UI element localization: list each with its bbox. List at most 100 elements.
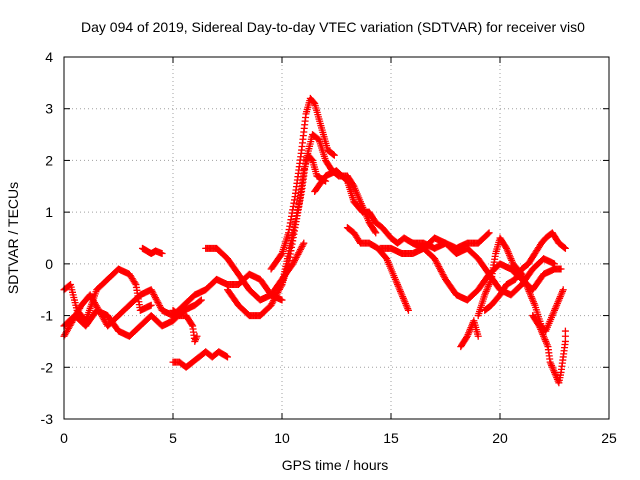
data-point-marker — [295, 249, 303, 257]
data-point-marker — [485, 229, 493, 237]
data-point-marker — [291, 255, 299, 263]
data-point-marker — [267, 301, 275, 309]
data-point-marker — [293, 252, 301, 260]
series-s8 — [224, 151, 330, 320]
data-point-marker — [147, 301, 155, 309]
x-tick-label: 15 — [383, 430, 399, 446]
data-series-group — [60, 94, 569, 387]
chart-title: Day 094 of 2019, Sidereal Day-to-day VTE… — [81, 19, 585, 35]
data-point-marker — [440, 272, 448, 280]
grid-lines — [64, 57, 609, 419]
y-tick-label: -3 — [41, 411, 54, 427]
data-point-marker — [462, 334, 470, 342]
data-point-marker — [432, 258, 440, 266]
x-tick-label: 20 — [492, 430, 508, 446]
data-point-marker — [151, 294, 159, 302]
data-point-marker — [150, 290, 158, 298]
data-point-marker — [299, 241, 307, 249]
data-point-marker — [296, 247, 304, 255]
data-point-marker — [278, 296, 286, 304]
series-s11 — [311, 167, 493, 252]
axes — [63, 56, 610, 420]
data-point-marker — [560, 244, 568, 252]
y-tick-label: 2 — [45, 152, 53, 168]
x-tick-label: 5 — [169, 430, 177, 446]
data-point-marker — [275, 285, 283, 293]
data-point-marker — [193, 332, 201, 340]
data-point-marker — [151, 292, 159, 300]
data-point-marker — [197, 296, 205, 304]
data-point-marker — [277, 251, 285, 259]
data-point-marker — [431, 256, 439, 264]
data-point-marker — [310, 99, 318, 107]
data-point-marker — [308, 155, 316, 163]
data-point-marker — [224, 353, 231, 361]
data-point-marker — [474, 332, 482, 340]
data-point-marker — [158, 250, 166, 258]
data-point-marker — [147, 286, 155, 294]
data-point-marker — [270, 295, 278, 303]
data-point-marker — [269, 298, 277, 306]
series-s3 — [60, 296, 205, 340]
data-point-marker — [502, 243, 510, 251]
series-s9 — [267, 94, 338, 273]
plot-frame — [63, 56, 610, 420]
data-point-marker — [271, 293, 279, 301]
series-s15 — [457, 317, 482, 351]
data-point-marker — [436, 266, 444, 274]
data-point-marker — [274, 288, 282, 296]
data-point-marker — [534, 321, 542, 329]
data-point-marker — [559, 286, 567, 294]
data-point-marker — [437, 267, 445, 275]
data-point-marker — [330, 151, 338, 159]
data-point-marker — [153, 297, 161, 305]
series-s4 — [138, 244, 166, 258]
data-point-marker — [294, 250, 302, 258]
series-s5 — [169, 348, 231, 371]
data-point-marker — [292, 253, 300, 261]
y-tick-label: 1 — [45, 204, 53, 220]
data-point-marker — [156, 303, 164, 311]
data-point-marker — [561, 244, 569, 252]
y-tick-label: 4 — [45, 49, 53, 65]
data-point-marker — [268, 300, 276, 308]
data-point-marker — [297, 244, 305, 252]
data-point-marker — [272, 292, 280, 300]
data-point-marker — [296, 246, 304, 254]
series-s17 — [481, 229, 569, 314]
y-tick-label: -2 — [41, 359, 54, 375]
x-axis-label: GPS time / hours — [282, 457, 389, 473]
data-point-marker — [155, 300, 163, 308]
tick-labels: 0 5 10 15 20 25 -3 -2 -1 0 1 2 3 4 — [41, 49, 617, 446]
data-point-marker — [148, 287, 156, 295]
data-point-marker — [152, 295, 160, 303]
series-s1 — [60, 265, 155, 325]
data-point-marker — [433, 259, 441, 267]
data-point-marker — [192, 336, 200, 344]
data-point-marker — [371, 228, 379, 236]
y-tick-label: 3 — [45, 101, 53, 117]
y-tick-label: -1 — [41, 308, 54, 324]
data-point-marker — [436, 264, 444, 272]
data-point-marker — [484, 230, 492, 238]
data-point-marker — [439, 271, 447, 279]
data-point-marker — [131, 279, 139, 287]
data-point-marker — [154, 298, 162, 306]
data-point-marker — [557, 265, 565, 273]
data-point-marker — [431, 255, 439, 263]
data-point-marker — [435, 263, 443, 271]
series-s18 — [529, 312, 569, 387]
x-tick-label: 0 — [60, 430, 68, 446]
data-point-marker — [561, 327, 569, 335]
data-point-marker — [438, 269, 446, 277]
series-s16 — [474, 234, 567, 335]
data-point-marker — [273, 290, 281, 298]
data-point-marker — [300, 239, 308, 247]
data-point-marker — [156, 302, 164, 310]
series-s12 — [343, 224, 412, 314]
data-point-marker — [342, 176, 350, 184]
data-point-marker — [196, 297, 204, 305]
data-point-marker — [404, 306, 412, 314]
data-point-marker — [270, 296, 278, 304]
